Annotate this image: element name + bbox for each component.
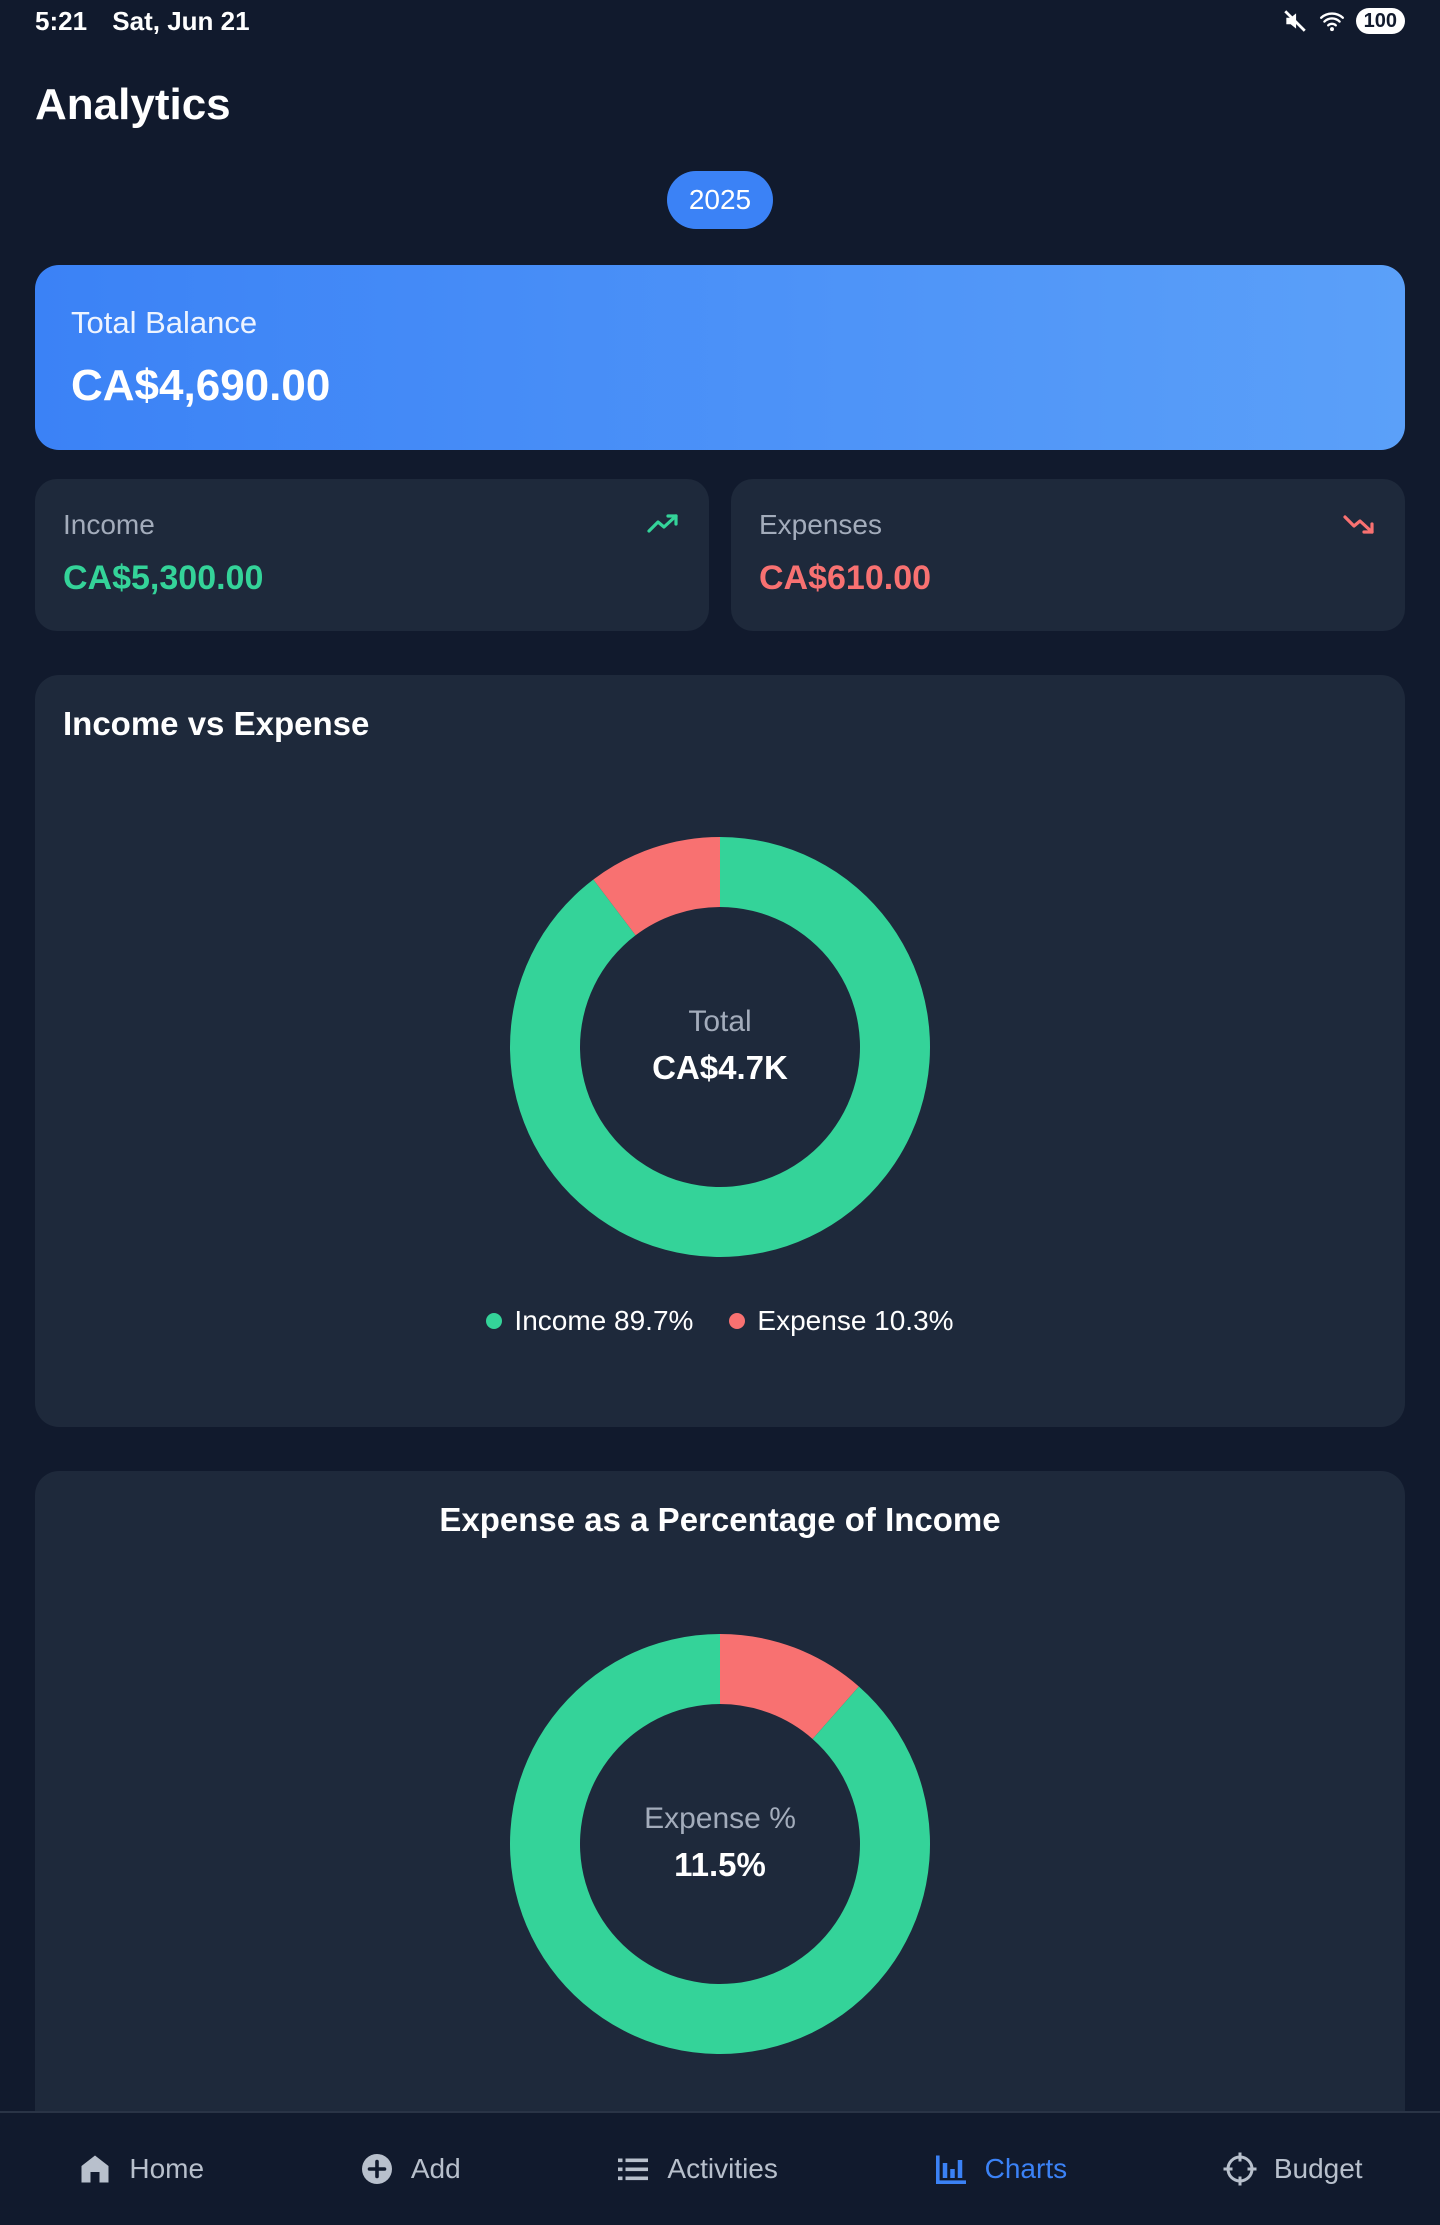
nav-label-charts: Charts: [984, 2153, 1068, 2184]
donut-center-value: CA$4.7K: [652, 1049, 788, 1086]
donut-center: Expense % 11.5%: [510, 1802, 930, 1884]
donut-slice-expense: [593, 837, 720, 936]
income-vs-expense-card: Income vs Expense Total CA$4.7K Income 8…: [35, 675, 1405, 1427]
income-label: Income: [63, 509, 155, 540]
expense-value: CA$610.00: [759, 559, 932, 597]
total-balance-card: Total Balance CA$4,690.00: [35, 265, 1405, 450]
nav-label-add: Add: [410, 2153, 461, 2184]
bottom-nav: Home Add Activities Charts Budget: [0, 2111, 1440, 2225]
legend-label-expense: Expense 10.3%: [757, 1305, 954, 1336]
nav-home[interactable]: Home: [77, 2151, 204, 2187]
balance-value: CA$4,690.00: [71, 361, 331, 410]
expense-label: Expenses: [759, 509, 882, 540]
legend-item-expense: Expense 10.3%: [729, 1305, 954, 1337]
status-bar: 5:21 Sat, Jun 21 100: [0, 0, 1440, 42]
income-card: Income CA$5,300.00: [35, 479, 709, 631]
battery-indicator: 100: [1355, 8, 1405, 34]
income-vs-expense-donut: [510, 837, 930, 1257]
donut-center-label: Total: [688, 1005, 752, 1038]
donut-center-value: 11.5%: [674, 1846, 766, 1883]
donut-slice-remaining: [510, 1634, 930, 2054]
legend-dot-expense: [729, 1313, 746, 1329]
bar-chart-icon: [935, 2155, 966, 2184]
donut-slice-income: [510, 837, 930, 1257]
list-icon: [618, 2158, 649, 2181]
mute-icon: [1283, 10, 1306, 32]
nav-charts[interactable]: Charts: [933, 2151, 1067, 2187]
donut-center-label: Expense %: [644, 1802, 796, 1835]
status-left: 5:21 Sat, Jun 21: [35, 6, 268, 37]
nav-label-budget: Budget: [1273, 2153, 1363, 2184]
year-filter-chip[interactable]: 2025: [667, 171, 773, 229]
trending-down-icon: [1343, 515, 1374, 534]
balance-label: Total Balance: [71, 305, 258, 340]
legend-dot-income: [486, 1313, 503, 1329]
chart-legend: Income 89.7% Expense 10.3%: [35, 1305, 1405, 1337]
expense-card: Expenses CA$610.00: [731, 479, 1405, 631]
chart-title: Income vs Expense: [63, 705, 370, 742]
page-title: Analytics: [35, 80, 231, 129]
wifi-icon: [1319, 12, 1344, 32]
expense-percentage-card: Expense as a Percentage of Income Expens…: [35, 1471, 1405, 2225]
status-date: Sat, Jun 21: [112, 5, 250, 36]
home-icon: [81, 2155, 109, 2183]
donut-slice-spent: [720, 1634, 859, 1739]
chart-title: Expense as a Percentage of Income: [439, 1501, 1001, 1538]
income-value: CA$5,300.00: [63, 559, 264, 597]
nav-activities[interactable]: Activities: [615, 2151, 778, 2187]
status-right: 100: [1282, 8, 1405, 34]
expense-percentage-donut: [510, 1634, 930, 2054]
nav-label-home: Home: [129, 2153, 205, 2184]
add-circle-icon: [361, 2154, 392, 2184]
legend-item-income: Income 89.7%: [486, 1305, 693, 1337]
status-time: 5:21: [35, 5, 88, 36]
nav-budget[interactable]: Budget: [1222, 2151, 1363, 2187]
legend-label-income: Income 89.7%: [514, 1305, 694, 1336]
nav-add[interactable]: Add: [359, 2151, 461, 2187]
nav-label-activities: Activities: [667, 2153, 778, 2184]
trending-up-icon: [647, 514, 678, 533]
crosshair-icon: [1223, 2152, 1257, 2186]
donut-center: Total CA$4.7K: [510, 1005, 930, 1087]
